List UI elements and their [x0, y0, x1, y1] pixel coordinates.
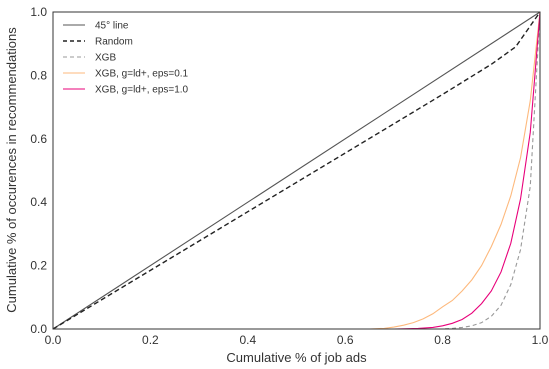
- legend-label-4: XGB, g=ld+, eps=1.0: [95, 85, 189, 96]
- x-tick-label: 1.0: [532, 333, 549, 347]
- series-line-0: [52, 11, 541, 330]
- legend: 45° line Random XGB XGB, g=ld+, eps=0.1 XGB,…: [63, 21, 189, 96]
- y-axis-label: Cumulative % of occurences in recommenda…: [4, 27, 19, 313]
- x-tick-label: 0.8: [434, 333, 451, 347]
- x-tick-label: 0.6: [337, 333, 354, 347]
- series-line-2: [53, 11, 541, 330]
- x-tick-labels: 0.0 0.2 0.4 0.6 0.8 1.0: [45, 333, 549, 347]
- series-line-3: [53, 11, 541, 330]
- plot-frame: [52, 11, 541, 330]
- y-tick-label: 0.2: [30, 259, 47, 273]
- legend-label-1: Random: [95, 37, 133, 48]
- y-tick-label: 1.0: [30, 5, 47, 19]
- y-tick-label: 0.4: [30, 195, 47, 209]
- y-tick-label: 0.8: [30, 68, 47, 82]
- series-line-4: [53, 11, 541, 330]
- legend-label-3: XGB, g=ld+, eps=0.1: [95, 69, 189, 80]
- series-line-1: [52, 11, 541, 330]
- legend-label-2: XGB: [95, 53, 116, 64]
- y-tick-label: 0.0: [30, 322, 47, 336]
- y-tick-labels: 0.0 0.2 0.4 0.6 0.8 1.0: [30, 5, 47, 336]
- series-layer: [52, 11, 541, 330]
- x-tick-label: 0.0: [45, 333, 62, 347]
- x-axis-label: Cumulative % of job ads: [226, 350, 367, 365]
- x-tick-label: 0.2: [142, 333, 159, 347]
- x-tick-label: 0.4: [239, 333, 256, 347]
- y-tick-label: 0.6: [30, 132, 47, 146]
- legend-label-0: 45° line: [95, 21, 129, 32]
